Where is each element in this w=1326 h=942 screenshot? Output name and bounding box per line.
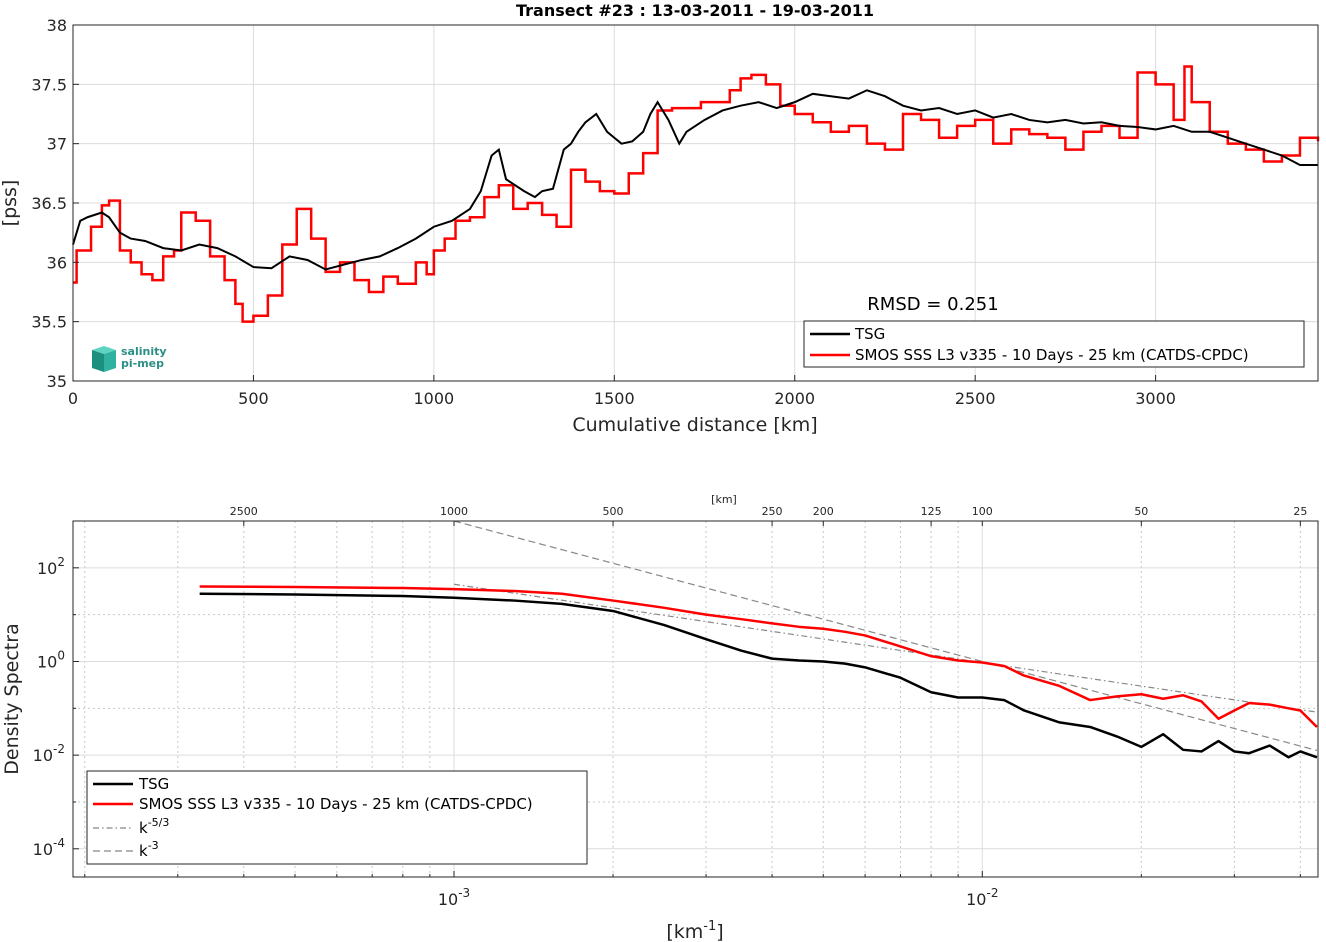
bottom-xtick-base: 10 <box>438 890 458 909</box>
bottom-xtick-label: 10-3 <box>438 886 470 909</box>
bottom-ytick-base: 10 <box>37 559 57 578</box>
bottom-legend-label-smos: SMOS SSS L3 v335 - 10 Days - 25 km (CATD… <box>139 795 533 813</box>
bottom-legend-label-k53: k-5/3 <box>139 816 169 837</box>
bottom-ytick-base: 10 <box>37 652 57 671</box>
top-series-tsg-line <box>72 89 1318 271</box>
bottom-xtick-exp: -2 <box>986 886 998 900</box>
bottom-ytick-label: 10-2 <box>33 742 65 765</box>
top-series <box>72 65 1320 323</box>
bottom-top-tick-label: 50 <box>1134 505 1148 518</box>
top-ticks: 0 500 1000 1500 2000 2500 3000 35 35.5 36 36.5 37 37… <box>31 16 1176 408</box>
bottom-xtick-base: 10 <box>966 890 986 909</box>
bottom-series-k53-line <box>453 583 1318 713</box>
bottom-xlabel-base: [km <box>666 921 703 942</box>
bottom-series-smos-line <box>199 585 1318 728</box>
top-xtick-label: 1000 <box>414 389 455 408</box>
logo-text-line1: salinity <box>121 345 167 358</box>
bottom-legend-label-k3: k-3 <box>139 839 159 860</box>
bottom-top-tick-label: 200 <box>813 505 834 518</box>
top-ytick-label: 35 <box>47 372 67 391</box>
bottom-series-tsg-line <box>199 592 1318 759</box>
bottom-legend-label-k3-base: k <box>139 842 148 860</box>
bottom-xlabel-sup: -1 <box>703 919 716 934</box>
logo-cube-icon <box>92 346 116 372</box>
rmsd-annotation: RMSD = 0.251 <box>867 294 998 315</box>
top-ytick-label: 37.5 <box>31 75 67 94</box>
bottom-series <box>199 521 1318 759</box>
bottom-xtick-exp: -3 <box>458 886 470 900</box>
bottom-legend-label-k3-sup: -3 <box>148 839 159 852</box>
top-chart: Transect #23 : 13-03-2011 - 19-03-2011 0… <box>0 1 1320 436</box>
bottom-top-tick-label: 100 <box>972 505 993 518</box>
bottom-legend-box <box>86 770 588 865</box>
bottom-ytick-base: 10 <box>33 840 53 859</box>
bottom-xlabel-close: ] <box>716 921 723 942</box>
bottom-top-tick-label: 2500 <box>230 505 258 518</box>
top-xtick-label: 2500 <box>955 389 996 408</box>
bottom-ytick-label: 102 <box>37 555 65 578</box>
bottom-axes-box <box>72 520 1319 878</box>
top-legend: TSG SMOS SSS L3 v335 - 10 Days - 25 km (… <box>803 320 1305 368</box>
top-series-smos-line <box>73 65 1320 323</box>
bottom-ytick-label: 10-4 <box>33 836 65 859</box>
bottom-top-xlabel: [km] <box>711 493 737 506</box>
top-chart-title: Transect #23 : 13-03-2011 - 19-03-2011 <box>516 1 874 20</box>
bottom-xlabel: [km-1] <box>666 919 723 942</box>
bottom-ytick-base: 10 <box>33 746 53 765</box>
bottom-top-tick-label: 1000 <box>440 505 468 518</box>
bottom-ytick-exp: -2 <box>53 742 65 756</box>
top-ytick-label: 38 <box>47 16 67 35</box>
top-ytick-label: 37 <box>47 135 67 154</box>
bottom-xtick-label: 10-2 <box>966 886 998 909</box>
top-xtick-label: 1500 <box>594 389 635 408</box>
top-xtick-label: 2000 <box>774 389 815 408</box>
top-legend-label-smos: SMOS SSS L3 v335 - 10 Days - 25 km (CATD… <box>855 346 1249 364</box>
top-ylabel: [pss] <box>0 180 21 227</box>
bottom-legend-label-k53-base: k <box>139 819 148 837</box>
salinity-pi-mep-logo: salinity pi-mep <box>92 345 167 372</box>
bottom-ytick-exp: 0 <box>57 648 65 662</box>
bottom-top-tick-label: 25 <box>1293 505 1307 518</box>
top-xlabel: Cumulative distance [km] <box>572 414 817 436</box>
top-xtick-label: 3000 <box>1135 389 1176 408</box>
bottom-legend-label-k53-sup: -5/3 <box>148 816 170 829</box>
top-xtick-label: 0 <box>68 389 78 408</box>
bottom-series-k3-line <box>453 521 1318 752</box>
top-ytick-label: 35.5 <box>31 313 67 332</box>
bottom-legend: TSG SMOS SSS L3 v335 - 10 Days - 25 km (… <box>86 770 588 865</box>
top-legend-label-tsg: TSG <box>854 325 885 343</box>
bottom-top-tick-label: 250 <box>762 505 783 518</box>
bottom-ytick-exp: 2 <box>57 555 65 569</box>
top-legend-box <box>803 320 1305 368</box>
top-ytick-label: 36.5 <box>31 194 67 213</box>
top-xtick-label: 500 <box>238 389 269 408</box>
bottom-ytick-exp: -4 <box>53 836 65 850</box>
bottom-ylabel: Density Spectra <box>1 623 23 774</box>
bottom-top-tick-label: 125 <box>921 505 942 518</box>
logo-text-line2: pi-mep <box>121 357 164 370</box>
bottom-top-tick-label: 500 <box>603 505 624 518</box>
top-ytick-label: 36 <box>47 253 67 272</box>
bottom-legend-label-tsg: TSG <box>138 775 169 793</box>
bottom-ytick-label: 100 <box>37 648 65 671</box>
